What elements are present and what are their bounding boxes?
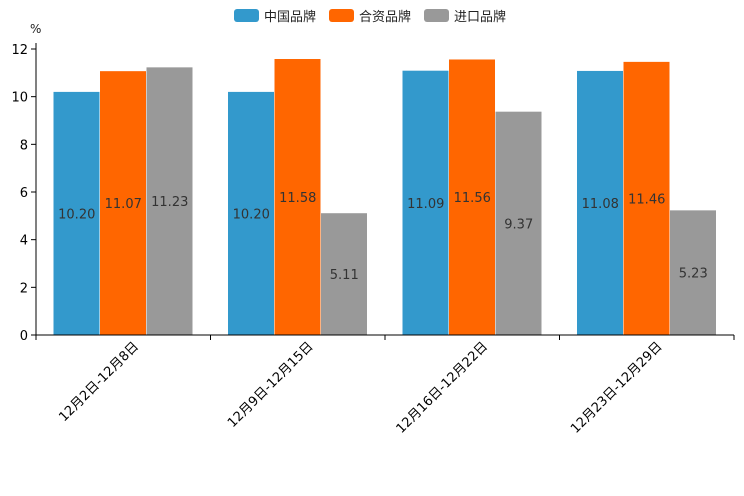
bar-value-label: 5.11 xyxy=(330,268,359,283)
data-labels: 10.20 10.20 11.09 11.08 11.07 11.58 11.56 11.46… xyxy=(58,191,708,283)
x-tick-label: 12月16日-12月22日 xyxy=(394,339,491,436)
bar xyxy=(495,111,542,335)
bar xyxy=(577,70,623,335)
bar-value-label: 11.56 xyxy=(454,191,491,206)
y-tick-label: 2 xyxy=(20,281,28,296)
y-axis-unit-label: % xyxy=(30,22,41,36)
bar xyxy=(623,61,670,336)
legend: 中国品牌 合资品牌 进口品牌 xyxy=(234,9,506,25)
x-axis: 12月2日-12月8日 12月9日-12月15日 12月16日-12月22日 12月2… xyxy=(35,334,735,437)
y-tick-label: 10 xyxy=(11,91,28,106)
bar xyxy=(402,70,449,336)
bars xyxy=(53,59,716,336)
bar xyxy=(321,213,367,335)
x-tick-label: 12月9日-12月15日 xyxy=(225,339,317,431)
x-tick-label: 12月2日-12月8日 xyxy=(56,339,142,425)
bar xyxy=(228,91,274,336)
bar xyxy=(274,59,321,335)
bar-value-label: 11.08 xyxy=(582,197,619,212)
y-tick-label: 4 xyxy=(20,234,28,249)
bar xyxy=(100,71,146,335)
bar xyxy=(53,91,100,336)
bar xyxy=(670,210,716,335)
legend-label: 中国品牌 xyxy=(264,9,316,25)
bar-value-label: 11.46 xyxy=(628,192,665,207)
legend-swatch xyxy=(424,9,449,22)
bar-value-label: 10.20 xyxy=(233,207,270,222)
y-tick-label: 12 xyxy=(11,43,28,58)
bar-value-label: 11.09 xyxy=(407,197,444,212)
x-tick-label: 12月23日-12月29日 xyxy=(568,339,665,436)
y-tick-label: 6 xyxy=(20,186,28,201)
legend-label: 进口品牌 xyxy=(454,9,506,25)
bar xyxy=(449,59,495,336)
bar-value-label: 11.23 xyxy=(151,195,188,210)
bar-value-label: 9.37 xyxy=(504,217,533,232)
legend-swatch xyxy=(329,9,354,22)
y-tick-label: 8 xyxy=(20,138,28,153)
bar-value-label: 11.07 xyxy=(105,197,142,212)
bar xyxy=(146,67,193,335)
legend-swatch xyxy=(234,9,259,22)
bar-value-label: 11.58 xyxy=(279,191,316,206)
bar-value-label: 5.23 xyxy=(679,267,708,282)
legend-label: 合资品牌 xyxy=(359,9,411,25)
bar-value-label: 10.20 xyxy=(58,207,95,222)
y-tick-label: 0 xyxy=(20,329,28,344)
y-axis: 0 2 4 6 8 10 12 xyxy=(11,43,37,344)
